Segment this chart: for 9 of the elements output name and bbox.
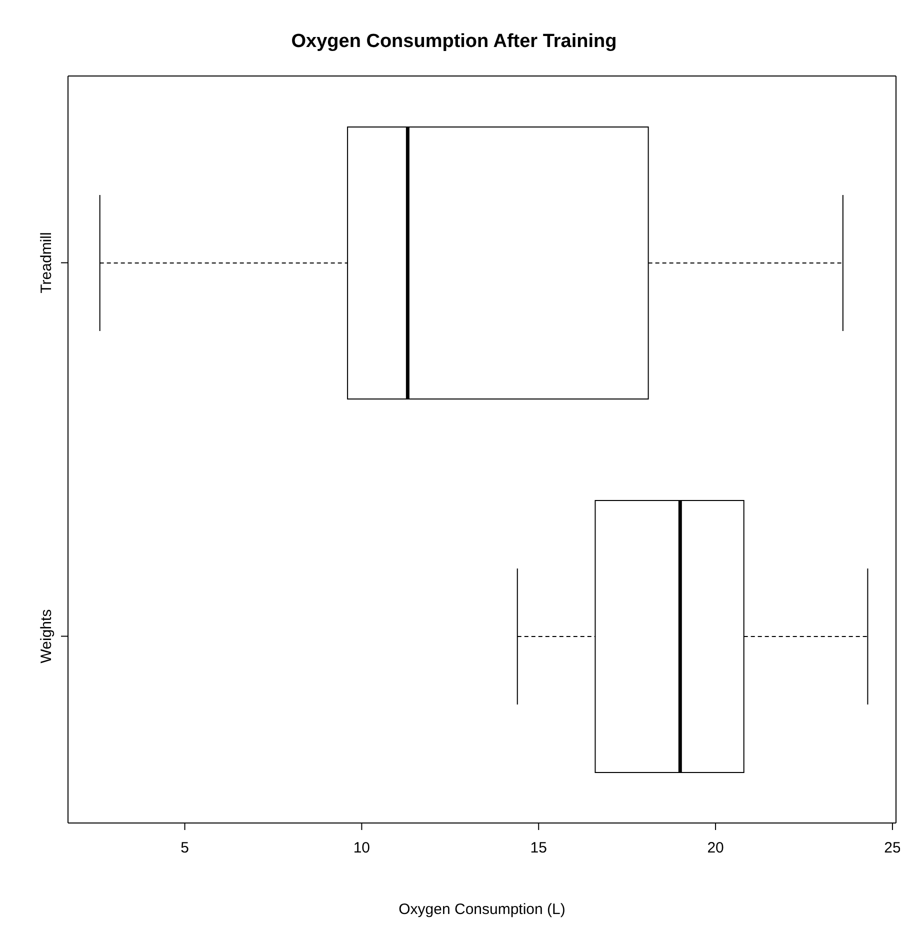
chart-title: Oxygen Consumption After Training — [290, 30, 618, 54]
y-tick-label: Treadmill — [38, 232, 55, 294]
y-tick-label: Weights — [38, 609, 55, 664]
x-tick-label: 25 — [884, 840, 901, 857]
x-tick-label: 15 — [530, 840, 547, 857]
x-axis-title: Oxygen Consumption (L) — [398, 901, 566, 918]
x-tick-label: 20 — [707, 840, 724, 857]
x-tick-label: 10 — [353, 840, 370, 857]
x-tick-label: 5 — [180, 840, 189, 857]
